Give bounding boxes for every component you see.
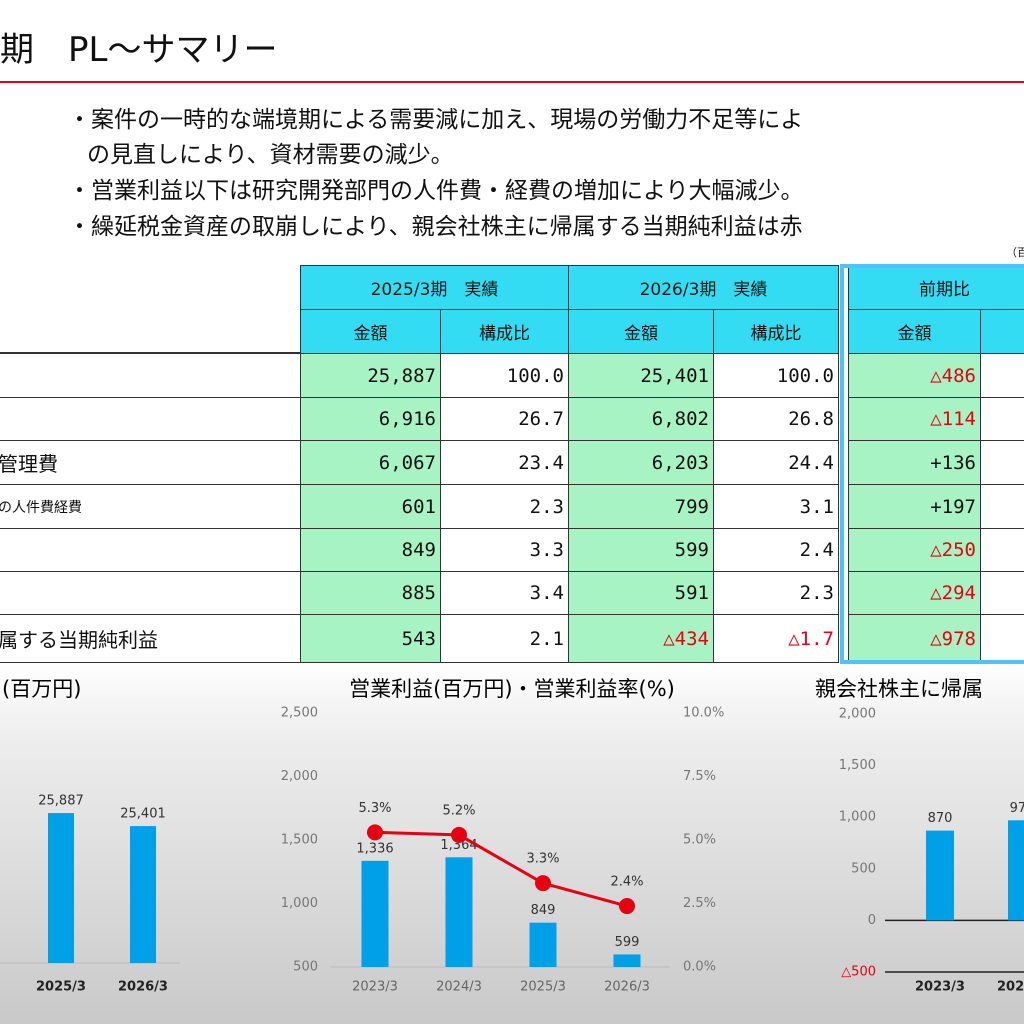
line-label: 5.2% — [442, 803, 475, 818]
bar — [361, 860, 389, 967]
table-cell — [980, 571, 1024, 615]
table-cell — [980, 484, 1024, 529]
y-tick-label: △500 — [841, 965, 876, 980]
y2-tick-label: 7.5% — [683, 769, 716, 784]
bar — [529, 922, 557, 967]
y2-tick-label: 5.0% — [683, 833, 716, 848]
bar — [613, 954, 641, 967]
table-cell: 2.4 — [713, 528, 839, 572]
bullet: ・繰延税金資産の取崩しにより、親会社株主に帰属する当期純利益は赤 — [68, 214, 803, 240]
y-tick-label: 2,000 — [839, 707, 876, 722]
bar — [926, 830, 954, 921]
table-cell: △294 — [848, 571, 981, 615]
group-header: 2026/3期 実績 — [568, 265, 839, 310]
table-cell: 2.1 — [440, 614, 569, 663]
column-header: 金額 — [848, 309, 981, 354]
table-cell: 849 — [300, 528, 441, 572]
table-cell: 6,203 — [568, 440, 714, 485]
x-tick-label: 2025/3 — [36, 980, 86, 995]
table-cell: 100.0 — [440, 353, 569, 398]
table-cell: 3.3 — [440, 528, 569, 572]
bullet: ・案件の一時的な端境期による需要減に加え、現場の労働力不足等によ — [68, 107, 804, 133]
y2-tick-label: 0.0% — [683, 960, 716, 975]
data-label: 25,401 — [120, 807, 166, 822]
chart-title: (百万円) — [2, 677, 81, 701]
table-cell: 591 — [568, 571, 714, 615]
highlight-frame — [840, 264, 1024, 664]
table-cell: △1.7 — [713, 614, 839, 663]
table-cell: △114 — [848, 397, 981, 441]
table-cell: △250 — [848, 528, 981, 572]
line-label: 5.3% — [358, 801, 391, 816]
bullet: の見直しにより、資材需要の減少。 — [64, 142, 454, 168]
table-cell: 6,802 — [568, 397, 714, 441]
column-header: 構成比 — [713, 309, 839, 354]
data-label: 599 — [615, 935, 640, 950]
group-header: 前期比 — [848, 265, 1024, 310]
table-cell: 23.4 — [440, 440, 569, 485]
x-tick-label: 2023/3 — [915, 980, 965, 995]
x-tick-label: 2025/3 — [520, 980, 566, 995]
y-tick-label: 1,500 — [281, 833, 318, 848]
y-tick-label: 2,000 — [281, 769, 318, 784]
data-label: 1,336 — [356, 841, 393, 856]
table-cell: △434 — [568, 614, 714, 663]
line-point — [619, 898, 635, 915]
table-cell: 25,401 — [568, 353, 714, 398]
table-cell: 26.7 — [440, 397, 569, 441]
y-tick-label: 1,000 — [839, 810, 876, 825]
x-tick-label: 2026/3 — [604, 980, 650, 995]
group-header: 2025/3期 実績 — [300, 265, 569, 310]
slide-title: 期 PL～サマリー — [0, 30, 278, 70]
row-label: 属する当期純利益 — [0, 614, 301, 663]
table-cell: 100.0 — [713, 353, 839, 398]
y2-tick-label: 2.5% — [683, 896, 716, 911]
bar — [130, 826, 156, 963]
y-tick-label: 0 — [868, 913, 876, 928]
data-label: 25,887 — [38, 794, 84, 809]
line-point — [535, 875, 551, 892]
column-header: 金額 — [300, 309, 441, 354]
table-cell — [980, 528, 1024, 572]
data-label: 970 — [1010, 801, 1024, 816]
y-tick-label: 2,500 — [281, 706, 318, 721]
title-rule — [0, 81, 1024, 83]
y-tick-label: 500 — [851, 861, 876, 876]
data-label: 849 — [531, 903, 556, 918]
data-label: 870 — [928, 811, 953, 826]
y2-tick-label: 10.0% — [683, 706, 724, 721]
table-cell: △978 — [848, 614, 981, 663]
line-point — [367, 824, 383, 841]
line-label: 2.4% — [610, 875, 643, 890]
bar — [1008, 820, 1024, 921]
table-cell: 543 — [300, 614, 441, 663]
x-tick-label: 2024/3 — [997, 980, 1024, 995]
y-tick-label: 500 — [293, 960, 318, 975]
line — [374, 830, 628, 908]
line-point — [451, 826, 467, 843]
table-cell: 26.8 — [713, 397, 839, 441]
line-label: 3.3% — [526, 852, 559, 867]
y-tick-label: 1,000 — [281, 896, 318, 911]
unit-note: （百 — [1006, 246, 1024, 259]
bullet: ・営業利益以下は研究開発部門の人件費・経費の増加により大幅減少。 — [68, 178, 804, 204]
table-cell: △486 — [848, 353, 981, 398]
x-tick-label: 2023/3 — [352, 980, 398, 995]
table-cell: +136 — [848, 440, 981, 485]
bar — [48, 813, 74, 963]
x-tick-label: 2026/3 — [118, 980, 168, 995]
table-cell: 599 — [568, 528, 714, 572]
bar — [445, 857, 473, 967]
y-tick-label: 1,500 — [839, 758, 876, 773]
column-header: 構成比 — [440, 309, 569, 354]
x-tick-label: 2024/3 — [436, 980, 482, 995]
chart-title: 親会社株主に帰属 — [815, 677, 983, 701]
table-cell — [980, 440, 1024, 485]
table-cell — [980, 614, 1024, 663]
table-cell: +197 — [848, 484, 981, 529]
chart-title: 営業利益(百万円)・営業利益率(%) — [349, 677, 675, 701]
